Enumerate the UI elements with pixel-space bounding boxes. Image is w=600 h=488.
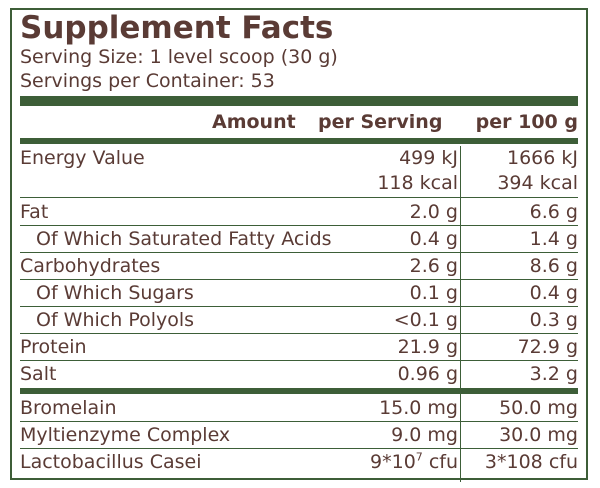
column-header-per-serving: per Serving [318, 111, 443, 133]
ingredient-name: Bromelain [20, 397, 117, 419]
nutrient-row-energy: Energy Value 499 kJ 1666 kJ [20, 146, 578, 171]
extra-row-bromelain: Bromelain 15.0 mg 50.0 mg [20, 396, 578, 421]
ingredient-name: Lactobacillus Casei [20, 451, 202, 473]
panel-title: Supplement Facts [20, 10, 334, 46]
nutrient-name: Carbohydrates [20, 255, 161, 277]
nutrient-row-fat: Fat 2.0 g 6.6 g [20, 200, 578, 225]
nutrient-name: Of Which Polyols [36, 309, 195, 331]
panel-content: Supplement Facts Serving Size: 1 level s… [20, 10, 578, 482]
row-divider [20, 448, 578, 449]
per-100g-value: 394 kcal [497, 172, 578, 194]
column-header-amount: Amount [212, 111, 296, 133]
value-exponent: 7 [415, 450, 423, 464]
per-100g-value: 3*108 cfu [484, 451, 578, 473]
section-divider [20, 388, 578, 394]
row-divider [20, 279, 578, 280]
per-serving-value: 0.1 g [409, 282, 458, 304]
extra-row-enzyme-complex: Myltienzyme Complex 9.0 mg 30.0 mg [20, 423, 578, 448]
nutrient-name: Salt [20, 363, 57, 385]
per-serving-value: 118 kcal [377, 172, 458, 194]
per-serving-value: 0.4 g [409, 228, 458, 250]
nutrient-row-carbohydrates: Carbohydrates 2.6 g 8.6 g [20, 254, 578, 279]
per-serving-value: 9*107 cfu [370, 450, 458, 475]
extra-row-lactobacillus: Lactobacillus Casei 9*107 cfu 3*108 cfu [20, 450, 578, 475]
per-serving-value: 2.6 g [409, 255, 458, 277]
per-100g-value: 0.4 g [529, 282, 578, 304]
row-divider [20, 225, 578, 226]
nutrient-row-salt: Salt 0.96 g 3.2 g [20, 362, 578, 387]
row-divider [20, 197, 578, 198]
per-serving-value: 2.0 g [409, 201, 458, 223]
value-base: 9*10 [370, 451, 416, 473]
per-100g-value: 6.6 g [529, 201, 578, 223]
per-serving-value: 499 kJ [399, 147, 458, 169]
per-100g-value: 30.0 mg [499, 424, 578, 446]
per-100g-value: 1666 kJ [507, 147, 578, 169]
serving-size: Serving Size: 1 level scoop (30 g) [20, 46, 338, 68]
column-separator [460, 146, 461, 482]
per-serving-value: 9.0 mg [391, 424, 458, 446]
row-divider [20, 306, 578, 307]
nutrient-name: Of Which Sugars [36, 282, 194, 304]
column-header-per-100g: per 100 g [475, 111, 578, 133]
nutrient-row-energy-kcal: 118 kcal 394 kcal [20, 171, 578, 196]
per-serving-value: <0.1 g [393, 309, 458, 331]
supplement-facts-panel: Supplement Facts Serving Size: 1 level s… [10, 8, 588, 482]
per-100g-value: 0.3 g [529, 309, 578, 331]
nutrient-name: Energy Value [20, 147, 145, 169]
header-divider [20, 138, 578, 144]
per-serving-value: 21.9 g [397, 336, 458, 358]
nutrient-row-polyols: Of Which Polyols <0.1 g 0.3 g [20, 308, 578, 333]
row-divider [20, 421, 578, 422]
top-thick-divider [20, 96, 578, 106]
value-unit: cfu [422, 451, 458, 473]
row-divider [20, 252, 578, 253]
nutrient-name: Protein [20, 336, 87, 358]
nutrient-name: Fat [20, 201, 49, 223]
row-divider [20, 333, 578, 334]
nutrient-row-protein: Protein 21.9 g 72.9 g [20, 335, 578, 360]
per-100g-value: 50.0 mg [499, 397, 578, 419]
row-divider [20, 360, 578, 361]
per-100g-value: 72.9 g [517, 336, 578, 358]
per-100g-value: 1.4 g [529, 228, 578, 250]
per-100g-value: 3.2 g [529, 363, 578, 385]
ingredient-name: Myltienzyme Complex [20, 424, 231, 446]
servings-per-container: Servings per Container: 53 [20, 70, 275, 92]
nutrient-row-saturated-fat: Of Which Saturated Fatty Acids 0.4 g 1.4… [20, 227, 578, 252]
nutrient-name: Of Which Saturated Fatty Acids [36, 228, 332, 250]
per-serving-value: 15.0 mg [379, 397, 458, 419]
nutrient-row-sugars: Of Which Sugars 0.1 g 0.4 g [20, 281, 578, 306]
per-100g-value: 8.6 g [529, 255, 578, 277]
per-serving-value: 0.96 g [397, 363, 458, 385]
